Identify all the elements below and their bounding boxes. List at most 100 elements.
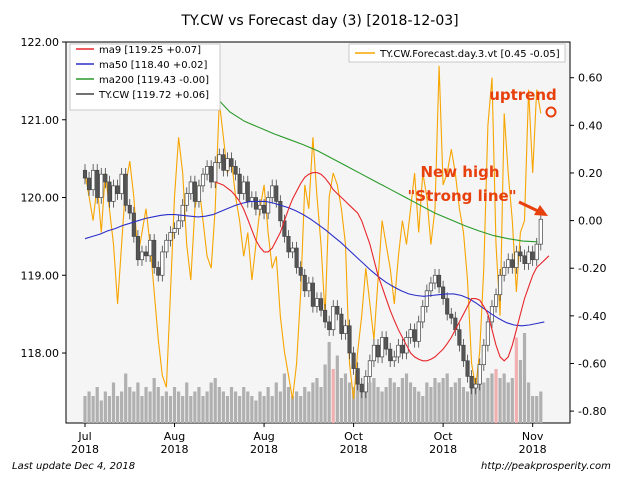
volume-bar: [213, 378, 217, 423]
candle-body: [432, 274, 438, 284]
volume-bar: [343, 373, 348, 423]
volume-bar: [290, 396, 295, 423]
volume-bar: [449, 387, 453, 423]
candle-body: [416, 321, 421, 342]
candle-body: [95, 169, 100, 198]
right-tick-label: 0.20: [578, 167, 603, 180]
candle-body: [493, 294, 499, 307]
volume-bar: [437, 382, 441, 423]
volume-bar: [270, 396, 274, 423]
volume-bar: [539, 391, 543, 423]
candle-body: [538, 218, 543, 245]
legend-left-item: ma200 [119.43 -0.00]: [99, 75, 209, 86]
candle-body: [502, 267, 507, 276]
volume-bar: [384, 387, 388, 423]
volume-bar: [209, 382, 213, 423]
candle-body: [188, 181, 193, 194]
candle-body: [99, 173, 104, 198]
volume-bar: [465, 391, 470, 423]
volume-bar: [250, 396, 254, 423]
candle-body: [481, 344, 486, 366]
volume-bar: [185, 382, 189, 423]
volume-bar: [254, 400, 258, 423]
volume-bar: [347, 382, 352, 423]
volume-bar: [408, 382, 413, 423]
volume-bar: [160, 396, 164, 423]
candle-body: [152, 239, 157, 268]
volume-bar: [323, 364, 327, 423]
volume-bar: [461, 387, 466, 423]
x-tick-year: 2018: [429, 443, 457, 456]
candle-body: [469, 375, 474, 389]
candle-body: [445, 298, 450, 315]
moving-averages: [84, 96, 550, 362]
volume-bar: [474, 378, 478, 423]
volume-bar: [177, 391, 181, 423]
left-axis: 122.00 121.00 120.00 119.00 118.00: [21, 36, 66, 360]
volume-bar: [514, 337, 518, 423]
volume-bars: [83, 333, 543, 423]
candle-body: [449, 313, 454, 319]
annotation-uptrend: uptrend: [489, 86, 557, 104]
candle-body: [192, 181, 197, 202]
candle-body: [530, 251, 535, 261]
volume-bar: [111, 382, 116, 423]
volume-bar: [429, 387, 433, 423]
volume-bar: [494, 369, 498, 423]
volume-bar: [351, 387, 356, 423]
candle-body: [139, 251, 145, 261]
volume-bar: [262, 396, 266, 423]
candle-body: [384, 337, 389, 350]
candle-body: [107, 181, 112, 202]
volume-bar: [535, 396, 539, 423]
right-tick-label: 0.40: [578, 119, 603, 132]
volume-bar: [510, 378, 514, 423]
candle-body: [343, 325, 348, 334]
volume-bar: [238, 396, 242, 423]
ma200-line: [214, 96, 538, 243]
candle-body: [388, 348, 393, 362]
volume-bar: [453, 382, 457, 423]
volume-bar: [360, 391, 364, 423]
candle-body: [473, 383, 478, 389]
chart-title: TY.CW vs Forecast day (3) [2018-12-03]: [180, 13, 458, 29]
volume-bar: [91, 396, 95, 423]
candle-body: [306, 282, 311, 292]
right-tick-label: -0.40: [578, 310, 606, 323]
volume-bar: [193, 391, 197, 423]
candle-body: [514, 251, 519, 268]
legend-right: TY.CW.Forecast.day.3.vt [0.45 -0.05]: [348, 43, 566, 63]
volume-bar: [95, 387, 99, 423]
candle-body: [457, 329, 462, 346]
volume-bar: [372, 378, 376, 423]
candle-body: [209, 166, 214, 183]
volume-bar: [87, 391, 91, 423]
volume-bar: [144, 387, 148, 423]
volume-bar: [83, 396, 87, 423]
candle-body: [278, 201, 283, 222]
candle-body: [148, 239, 153, 257]
volume-bar: [286, 387, 291, 423]
volume-bar: [486, 378, 490, 423]
right-tick-label: 0.00: [578, 215, 603, 228]
candle-body: [526, 251, 531, 264]
volume-bar: [441, 378, 445, 423]
volume-bar: [201, 396, 205, 423]
candle-body: [82, 169, 88, 179]
volume-bar: [299, 396, 303, 423]
candle-body: [233, 166, 238, 175]
candle-body: [184, 193, 189, 206]
volume-bar: [136, 382, 140, 423]
candle-body: [270, 185, 275, 198]
candle-body: [143, 251, 149, 257]
candle-body: [253, 197, 258, 210]
volume-bar: [120, 391, 124, 423]
volume-bar: [396, 387, 400, 423]
candle-body: [477, 364, 482, 385]
right-axis: 0.60 0.40 0.20 0.00 -0.20 -0.40 -0.60 -0.80: [570, 72, 606, 418]
volume-bar: [319, 387, 323, 423]
candle-body: [262, 204, 267, 214]
volume-bar: [307, 391, 311, 423]
volume-bar: [518, 360, 523, 423]
volume-bar: [189, 396, 193, 423]
